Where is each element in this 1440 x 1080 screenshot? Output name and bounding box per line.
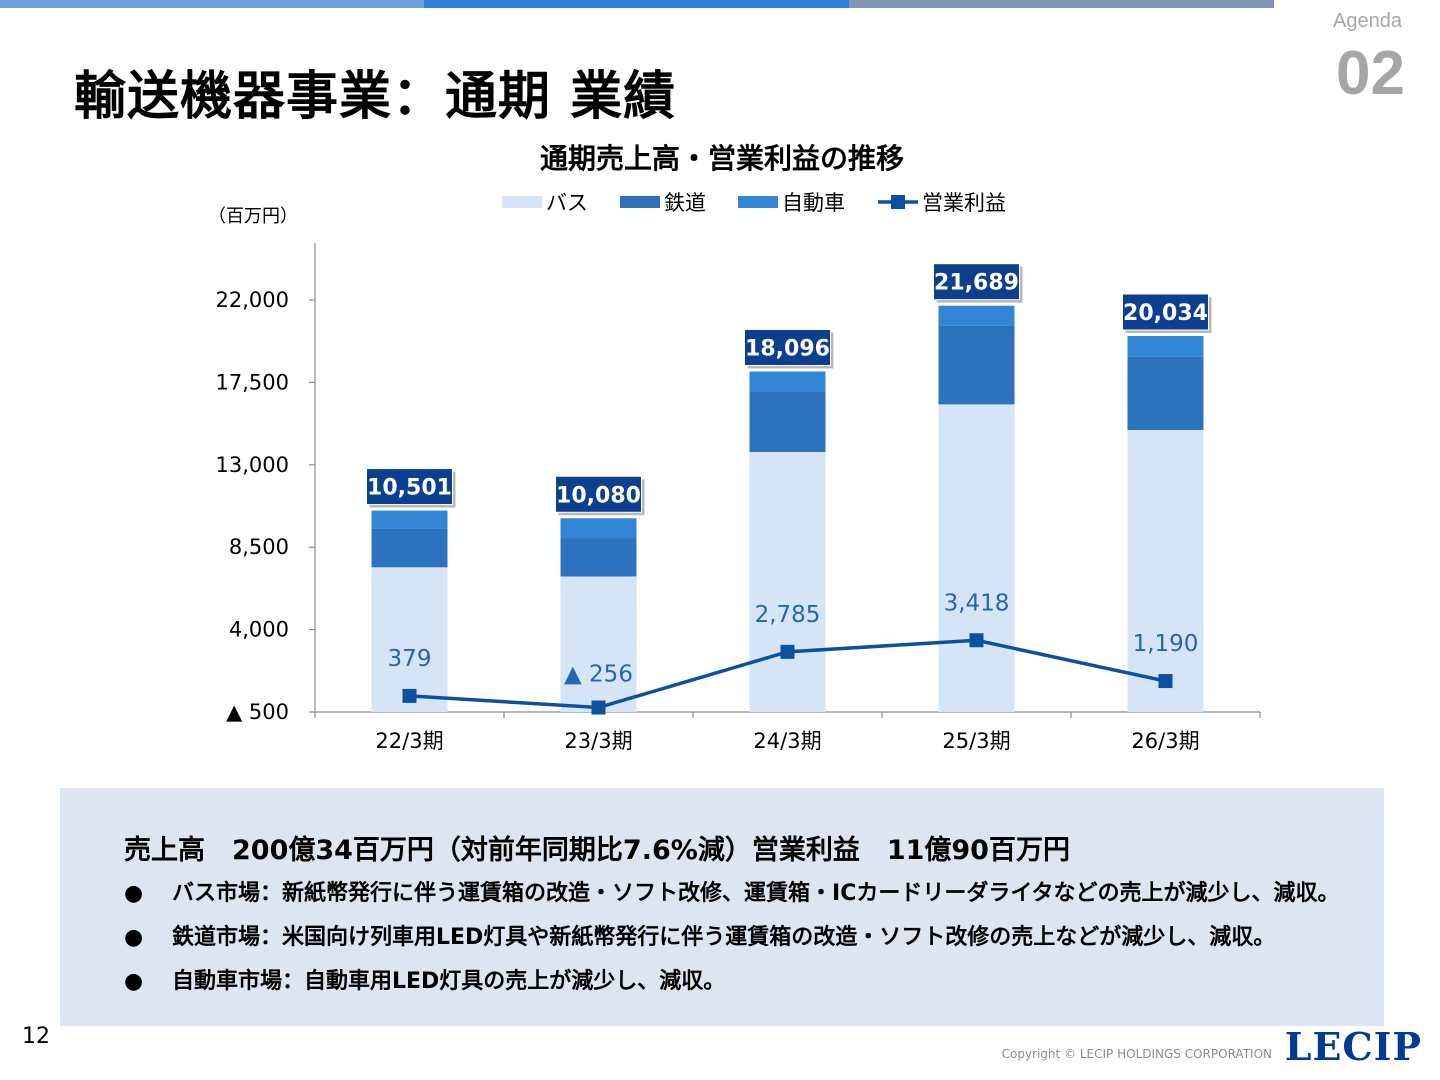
x-tick-label: 22/3期 [375,729,443,753]
legend-label: 鉄道 [664,191,706,215]
profit-data-label: 3,418 [944,590,1010,616]
y-tick-label: ▲ 500 [226,700,289,724]
bullet-item: ● 鉄道市場：米国向け列車用LED灯具や新紙幣発行に伴う運賃箱の改造・ソフト改修… [124,916,1339,960]
bullet-icon: ● [124,881,144,906]
unit-label: （百万円） [208,206,298,227]
x-tick-label: 24/3期 [753,729,821,753]
profit-point [1158,674,1173,689]
profit-point [969,633,984,648]
profit-data-label: ▲ 256 [564,662,633,688]
profit-point [402,688,417,703]
total-label-box [744,328,831,366]
bullet-text: 自動車市場：自動車用LED灯具の売上が減少し、減収。 [172,969,726,994]
page-number: 12 [22,1024,50,1049]
bar-segment [560,518,637,539]
bar-segment [749,391,826,452]
x-tick-label: 25/3期 [942,729,1010,753]
chart-legend: バス 鉄道 自動車 営業利益 [502,191,1006,215]
bar-segment [938,404,1015,712]
plot-area: ▲ 500 4,000 8,500 13,000 17,500 22,000 22/3期 23… [216,243,1261,753]
legend-bar-swatch [502,196,542,208]
bar-segment [1127,430,1204,712]
bar-segment [938,305,1015,326]
bar-segment [749,371,826,392]
page-title: 輸送機器事業：通期 業績 [74,67,677,127]
accent-segment-2 [424,0,849,8]
profit-data-label: 1,190 [1133,631,1199,657]
y-tick-label: 13,000 [216,453,289,477]
legend-bar-swatch [738,196,778,208]
total-data-label: 10,501 [367,476,452,501]
total-data-label: 18,096 [745,336,830,361]
chart-title: 通期売上高・営業利益の推移 [540,142,904,175]
y-tick-label: 22,000 [216,288,289,312]
summary-bullet-list: ● バス市場：新紙幣発行に伴う運賃箱の改造・ソフト改修、運賃箱・ICカードリーダ… [124,872,1339,1004]
total-data-label: 20,034 [1123,301,1208,326]
bullet-text: 鉄道市場：米国向け列車用LED灯具や新紙幣発行に伴う運賃箱の改造・ソフト改修の売… [172,925,1276,950]
bar-segment [560,576,637,712]
bar-segment [938,325,1015,405]
profit-point [780,644,795,659]
y-tick-label: 8,500 [229,535,289,559]
y-tick-label: 17,500 [216,370,289,394]
agenda-number: 02 [1336,39,1405,108]
company-logo: LECIP [1284,1024,1422,1069]
bullet-icon: ● [124,969,144,994]
y-tick-label: 4,000 [229,618,289,642]
total-label-box [555,475,642,513]
bullet-text: バス市場：新紙幣発行に伴う運賃箱の改造・ソフト改修、運賃箱・ICカードリーダライ… [172,881,1340,906]
copyright-text: Copyright © LECIP HOLDINGS CORPORATION [1001,1047,1272,1061]
total-label-box [933,263,1020,301]
legend-label: 自動車 [782,191,845,215]
bar-segment [371,528,448,568]
profit-point [591,700,606,715]
sales-profit-chart: 通期売上高・営業利益の推移 バス 鉄道 自動車 営業利益 （百万円） ▲ 500 4,0… [208,142,1261,753]
profit-data-label: 379 [388,646,432,672]
header-accent-bar [0,0,1274,8]
accent-segment-1 [0,0,424,8]
bar-segment [1127,356,1204,431]
total-data-label: 21,689 [934,271,1019,296]
bar-segment [1127,335,1204,357]
bullet-item: ● バス市場：新紙幣発行に伴う運賃箱の改造・ソフト改修、運賃箱・ICカードリーダ… [124,872,1339,916]
agenda-label: Agenda [1333,10,1402,32]
profit-data-label: 2,785 [755,602,821,628]
summary-headline: 売上高 200億34百万円（対前年同期比7.6%減）営業利益 11億90百万円 [124,835,1070,866]
legend-marker-swatch [891,195,905,209]
total-data-label: 10,080 [556,483,641,508]
summary-box [60,788,1384,1026]
bullet-item: ● 自動車市場：自動車用LED灯具の売上が減少し、減収。 [124,960,1339,1004]
bar-segment [371,567,448,712]
total-label-box [1122,293,1209,331]
legend-bar-swatch [620,196,660,208]
legend-label: 営業利益 [922,191,1006,215]
x-tick-label: 26/3期 [1131,729,1199,753]
x-tick-label: 23/3期 [564,729,632,753]
accent-segment-3 [849,0,1274,8]
bar-segment [749,451,826,712]
bullet-icon: ● [124,925,144,950]
bar-segment [560,538,637,577]
legend-label: バス [546,191,588,215]
bar-segment [371,510,448,529]
total-label-box [366,468,453,506]
